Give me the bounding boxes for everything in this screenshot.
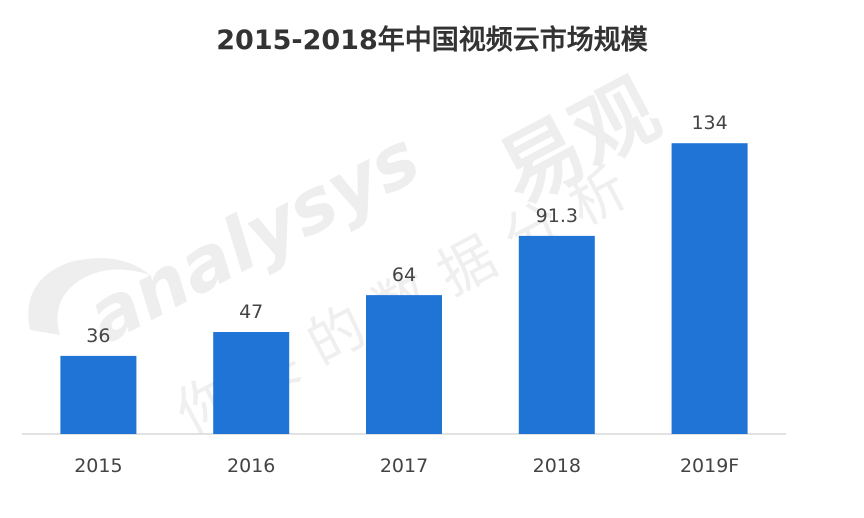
x-tick-label-2017: 2017 [380, 455, 428, 477]
chart-title: 2015-2018年中国视频云市场规模 [216, 25, 648, 56]
bar-2015 [60, 355, 137, 434]
bars-group [60, 143, 748, 434]
x-tick-label-2019F: 2019F [680, 455, 739, 477]
value-label-2016: 47 [239, 301, 263, 323]
bar-2016 [213, 332, 290, 434]
bar-2019F [671, 143, 748, 434]
x-tick-label-2015: 2015 [74, 455, 122, 477]
bar-2017 [366, 295, 442, 434]
x-tick-labels-group: 2015 2016 2017 2018 2019F [74, 455, 739, 477]
value-labels-group: 36 47 64 91.3 134 [86, 112, 727, 347]
bar-2018 [518, 235, 595, 434]
watermark-swoosh [28, 258, 150, 335]
x-tick-label-2016: 2016 [227, 455, 275, 477]
value-label-2015: 36 [86, 325, 110, 347]
value-label-2018: 91.3 [536, 205, 578, 227]
value-label-2019F: 134 [691, 112, 727, 134]
value-label-2017: 64 [392, 264, 416, 286]
x-tick-label-2018: 2018 [533, 455, 581, 477]
